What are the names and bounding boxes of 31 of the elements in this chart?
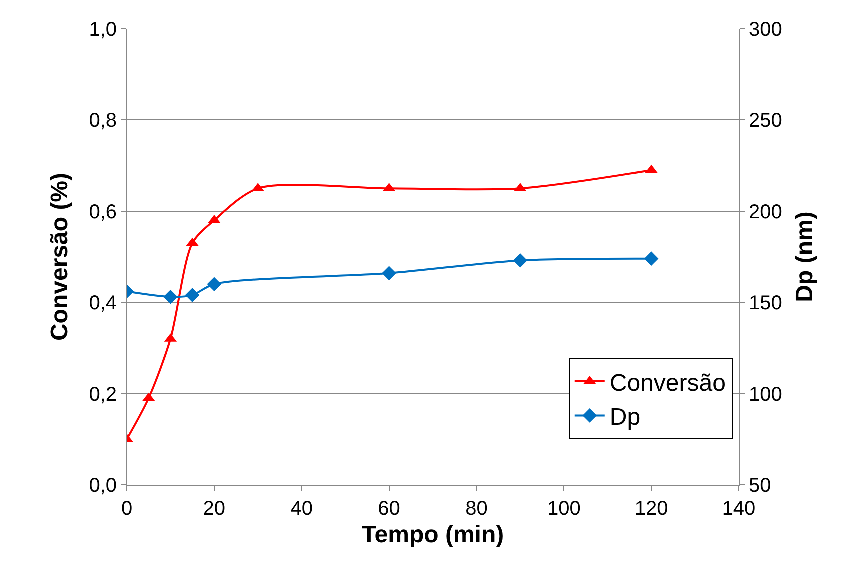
y2-tick-label: 100	[749, 384, 782, 406]
y-axis-title: Conversão (%)	[46, 172, 74, 342]
point	[513, 254, 528, 268]
x-tick-label: 100	[547, 498, 581, 520]
y-tick-label: 0,4	[89, 292, 117, 315]
point	[207, 277, 222, 292]
point	[185, 288, 200, 302]
y-tick-label: 0,6	[89, 201, 117, 224]
x-axis-title: Tempo (min)	[362, 521, 504, 548]
point	[644, 252, 659, 266]
x-tick-label: 20	[203, 498, 226, 520]
y2-tick-label: 150	[749, 292, 782, 315]
y-tick-label: 0,2	[89, 384, 117, 406]
y2-tick-label: 250	[749, 110, 782, 132]
x-tick-label: 0	[121, 498, 133, 520]
point	[382, 266, 396, 281]
y2-axis-title: Dp (nm)	[792, 212, 819, 302]
point	[164, 290, 178, 304]
y2-tick-label: 200	[749, 201, 782, 224]
legend-label: Conversão	[610, 370, 726, 397]
legend-label: Dp	[610, 404, 641, 432]
y2-tick-label: 300	[749, 19, 782, 41]
x-tick-label: 80	[466, 498, 488, 520]
x-tick-label: 40	[290, 498, 313, 520]
y2-tick-label: 50	[749, 475, 772, 497]
y-tick-label: 0,8	[89, 110, 117, 132]
x-tick-label: 140	[722, 498, 756, 520]
y-tick-label: 1,0	[89, 19, 117, 41]
x-tick-label: 60	[378, 498, 400, 520]
y-tick-label: 0,0	[89, 475, 117, 497]
x-tick-label: 120	[634, 498, 668, 520]
